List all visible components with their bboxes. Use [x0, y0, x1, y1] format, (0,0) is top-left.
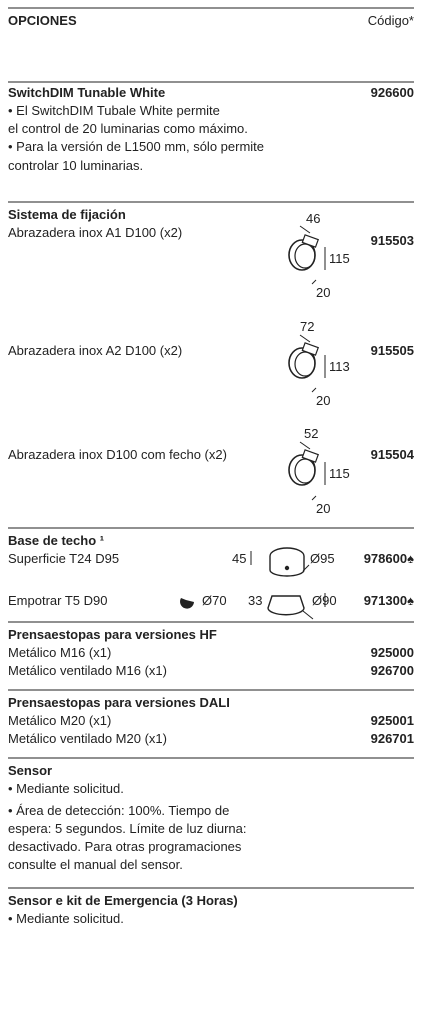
section-title: SwitchDIM Tunable White — [8, 85, 166, 100]
dimension: 113 — [329, 359, 350, 374]
dimension: 20 — [316, 501, 331, 516]
text-line: • Área de detección: 100%. Tiempo de — [8, 803, 230, 818]
dimension: Ø95 — [310, 551, 335, 566]
dimension: 115 — [329, 466, 350, 481]
text-line: • Mediante solicitud. — [8, 781, 124, 796]
dimension: 46 — [306, 211, 321, 226]
text-line: • Para la versión de L1500 mm, sólo perm… — [8, 139, 265, 154]
item-label: Abrazadera inox A2 D100 (x2) — [8, 343, 183, 358]
dimension: 45 — [232, 551, 247, 566]
item-label: Empotrar T5 D90 — [8, 593, 108, 608]
text-line: controlar 10 luminarias. — [8, 158, 144, 173]
section-title: Sistema de fijación — [8, 207, 126, 222]
item-label: Metálico M20 (x1) — [8, 713, 112, 728]
dimension: Ø70 — [202, 593, 227, 608]
text-line: • El SwitchDIM Tubale White permite — [8, 103, 220, 118]
code: 971300♠ — [363, 593, 414, 608]
dimension: 20 — [316, 285, 331, 300]
item-label: Metálico ventilado M16 (x1) — [8, 663, 167, 678]
section-title: Prensaestopas para versiones DALI — [8, 695, 230, 710]
item-label: Abrazadera inox D100 com fecho (x2) — [8, 447, 227, 462]
code: 925000 — [370, 645, 414, 660]
text-line: el control de 20 luminarias como máximo. — [8, 121, 248, 136]
section-title: Base de techo ¹ — [8, 533, 105, 548]
dimension: 115 — [329, 251, 350, 266]
header-code: Código* — [367, 13, 414, 28]
section-title: Sensor e kit de Emergencia (3 Horas) — [8, 893, 238, 908]
header-title: OPCIONES — [8, 13, 77, 28]
text-line: • Mediante solicitud. — [8, 911, 124, 926]
section-title: Prensaestopas para versiones HF — [8, 627, 217, 642]
item-label: Superficie T24 D95 — [8, 551, 120, 566]
code: 926700 — [370, 663, 414, 678]
code: 978600♠ — [363, 551, 414, 566]
dimension: 52 — [304, 426, 319, 441]
code: 915503 — [370, 233, 414, 248]
item-label: Metálico M16 (x1) — [8, 645, 112, 660]
dimension: 33 — [248, 593, 263, 608]
text-line: espera: 5 segundos. Límite de luz diurna… — [8, 821, 247, 836]
dimension: 72 — [300, 319, 315, 334]
section-title: Sensor — [8, 763, 53, 778]
item-label: Abrazadera inox A1 D100 (x2) — [8, 225, 183, 240]
item-label: Metálico ventilado M20 (x1) — [8, 731, 167, 746]
text-line: desactivado. Para otras programaciones — [8, 839, 242, 854]
code: 926600 — [370, 85, 414, 100]
code: 926701 — [370, 731, 414, 746]
code: 915505 — [370, 343, 414, 358]
dimension: 20 — [316, 393, 331, 408]
code: 925001 — [370, 713, 414, 728]
text-line: consulte el manual del sensor. — [8, 857, 183, 872]
dimension: Ø90 — [312, 593, 337, 608]
code: 915504 — [370, 447, 414, 462]
